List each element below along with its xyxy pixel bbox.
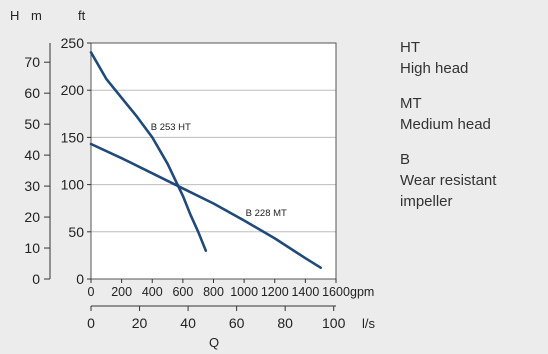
gpm-tick-label: 1200 bbox=[261, 285, 289, 299]
ft-tick-label: 150 bbox=[61, 129, 85, 145]
ls-tick-label: 60 bbox=[229, 315, 245, 331]
y-axis-unit-ft: ft bbox=[78, 8, 86, 23]
curve-label: B 228 MT bbox=[246, 208, 287, 219]
m-tick-label: 70 bbox=[24, 54, 40, 70]
gpm-tick-label: 800 bbox=[203, 285, 224, 299]
m-tick-label: 50 bbox=[24, 116, 40, 132]
gpm-tick-label: 1400 bbox=[291, 285, 319, 299]
m-tick-label: 10 bbox=[24, 240, 40, 256]
series-lines bbox=[89, 51, 323, 270]
gpm-tick-label: 600 bbox=[172, 285, 193, 299]
gpm-tick-label: 400 bbox=[142, 285, 163, 299]
ft-tick-label: 100 bbox=[61, 177, 85, 193]
legend-description: Medium head bbox=[400, 116, 491, 133]
series-labels: B 253 HT B 228 MT bbox=[151, 122, 287, 219]
ft-tick-label: 50 bbox=[68, 224, 84, 240]
curve-b-228-mt bbox=[89, 142, 323, 270]
gpm-tick-label: 1000 bbox=[230, 285, 258, 299]
ft-tick-label: 250 bbox=[61, 35, 85, 51]
ft-tick-label: 200 bbox=[61, 82, 85, 98]
ls-tick-label: 80 bbox=[277, 315, 293, 331]
plot-area bbox=[91, 43, 336, 279]
y-axis-unit-m: m bbox=[31, 8, 42, 23]
m-tick-label: 30 bbox=[24, 178, 40, 194]
y-axis-symbol: H bbox=[10, 8, 19, 23]
gpm-tick-label: 1600 bbox=[322, 285, 350, 299]
ls-tick-label: 20 bbox=[132, 315, 148, 331]
m-tick-label: 20 bbox=[24, 209, 40, 225]
legend-description: impeller bbox=[400, 193, 453, 210]
x-axis-unit-gpm: gpm bbox=[350, 285, 374, 299]
ft-tick-label: 0 bbox=[76, 271, 84, 287]
legend-entry: B Wear resistant impeller bbox=[400, 149, 540, 212]
legend-entry: HT High head bbox=[400, 37, 540, 79]
gpm-tick-label: 0 bbox=[88, 285, 95, 299]
curve-label: B 253 HT bbox=[151, 122, 191, 133]
m-tick-label: 40 bbox=[24, 147, 40, 163]
legend-code: B bbox=[400, 151, 411, 168]
curve-b-253-ht bbox=[89, 51, 208, 252]
legend-description: Wear resistant bbox=[400, 172, 497, 189]
x-axis-label: Q bbox=[209, 335, 219, 350]
x-axis-unit-ls: l/s bbox=[362, 316, 376, 331]
legend-entry: MT Medium head bbox=[400, 93, 540, 135]
ls-tick-label: 40 bbox=[180, 315, 196, 331]
m-tick-label: 60 bbox=[24, 85, 40, 101]
gpm-tick-label: 200 bbox=[111, 285, 132, 299]
legend-code: MT bbox=[400, 95, 422, 112]
gridlines bbox=[91, 42, 336, 233]
legend: HT High head MT Medium head B Wear resistant i… bbox=[400, 37, 540, 226]
legend-description: High head bbox=[400, 60, 469, 77]
ls-tick-label: 100 bbox=[322, 315, 346, 331]
ls-tick-label: 0 bbox=[87, 315, 95, 331]
m-tick-label: 0 bbox=[32, 271, 40, 287]
legend-code: HT bbox=[400, 39, 420, 56]
